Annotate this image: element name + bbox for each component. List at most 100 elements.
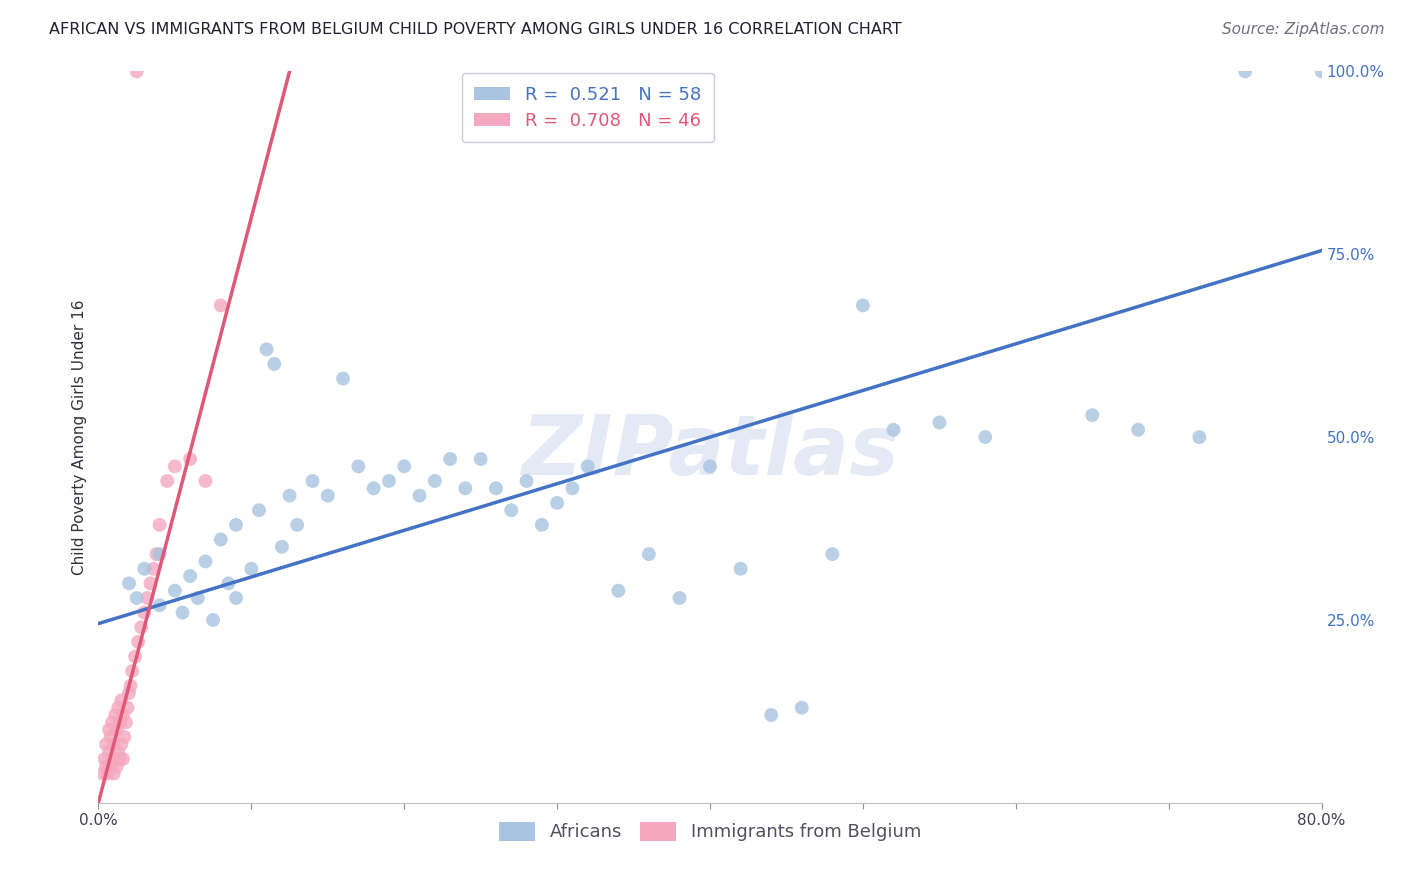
Point: [134, 562, 156, 576]
Point: [378, 474, 401, 488]
Point: [256, 343, 278, 357]
Point: [104, 752, 127, 766]
Point: [91, 766, 114, 780]
Text: ZIPatlas: ZIPatlas: [522, 411, 898, 492]
Point: [202, 613, 225, 627]
Point: [470, 452, 492, 467]
Point: [607, 583, 630, 598]
Point: [163, 459, 186, 474]
Point: [101, 715, 124, 730]
Point: [110, 737, 132, 751]
Point: [301, 474, 323, 488]
Point: [100, 730, 122, 744]
Point: [104, 708, 127, 723]
Point: [194, 554, 217, 568]
Point: [145, 547, 167, 561]
Point: [187, 591, 209, 605]
Point: [285, 517, 308, 532]
Point: [247, 503, 270, 517]
Point: [134, 606, 156, 620]
Text: AFRICAN VS IMMIGRANTS FROM BELGIUM CHILD POVERTY AMONG GIRLS UNDER 16 CORRELATIO: AFRICAN VS IMMIGRANTS FROM BELGIUM CHILD…: [49, 22, 903, 37]
Point: [790, 700, 813, 714]
Point: [759, 708, 782, 723]
Point: [111, 752, 134, 766]
Point: [107, 745, 129, 759]
Point: [668, 591, 690, 605]
Point: [105, 759, 128, 773]
Point: [501, 503, 523, 517]
Point: [974, 430, 997, 444]
Point: [454, 481, 477, 495]
Point: [115, 715, 138, 730]
Point: [142, 562, 165, 576]
Point: [101, 752, 124, 766]
Point: [209, 298, 232, 312]
Point: [179, 452, 201, 467]
Point: [637, 547, 661, 561]
Point: [117, 700, 139, 714]
Point: [94, 737, 117, 751]
Text: Source: ZipAtlas.com: Source: ZipAtlas.com: [1222, 22, 1385, 37]
Point: [439, 452, 461, 467]
Point: [1128, 423, 1150, 437]
Point: [423, 474, 446, 488]
Point: [240, 562, 263, 576]
Point: [129, 620, 152, 634]
Point: [118, 686, 141, 700]
Point: [108, 715, 131, 730]
Point: [1234, 64, 1257, 78]
Point: [194, 474, 217, 488]
Point: [98, 745, 121, 759]
Point: [103, 766, 125, 780]
Point: [316, 489, 339, 503]
Point: [100, 759, 122, 773]
Point: [883, 423, 905, 437]
Point: [111, 708, 134, 723]
Point: [699, 459, 721, 474]
Point: [163, 583, 186, 598]
Point: [408, 489, 430, 503]
Point: [1081, 408, 1104, 422]
Point: [485, 481, 508, 495]
Point: [94, 759, 117, 773]
Point: [93, 752, 115, 766]
Point: [263, 357, 285, 371]
Y-axis label: Child Poverty Among Girls Under 16: Child Poverty Among Girls Under 16: [72, 300, 87, 574]
Point: [139, 576, 162, 591]
Point: [278, 489, 301, 503]
Legend: Africans, Immigrants from Belgium: Africans, Immigrants from Belgium: [492, 814, 928, 848]
Point: [120, 679, 142, 693]
Point: [217, 576, 239, 591]
Point: [125, 591, 148, 605]
Point: [103, 737, 125, 751]
Point: [124, 649, 146, 664]
Point: [105, 723, 128, 737]
Point: [225, 517, 247, 532]
Point: [149, 547, 172, 561]
Point: [928, 416, 950, 430]
Point: [172, 606, 194, 620]
Point: [110, 693, 132, 707]
Point: [392, 459, 416, 474]
Point: [546, 496, 568, 510]
Point: [516, 474, 538, 488]
Point: [1188, 430, 1211, 444]
Point: [118, 576, 141, 591]
Point: [347, 459, 370, 474]
Point: [363, 481, 385, 495]
Point: [98, 723, 121, 737]
Point: [149, 517, 172, 532]
Point: [730, 562, 752, 576]
Point: [125, 64, 148, 78]
Point: [1310, 64, 1333, 78]
Point: [121, 664, 143, 678]
Point: [112, 730, 135, 744]
Point: [821, 547, 844, 561]
Point: [576, 459, 599, 474]
Point: [179, 569, 201, 583]
Point: [108, 752, 131, 766]
Point: [156, 474, 179, 488]
Point: [97, 766, 120, 780]
Point: [852, 298, 875, 312]
Point: [270, 540, 292, 554]
